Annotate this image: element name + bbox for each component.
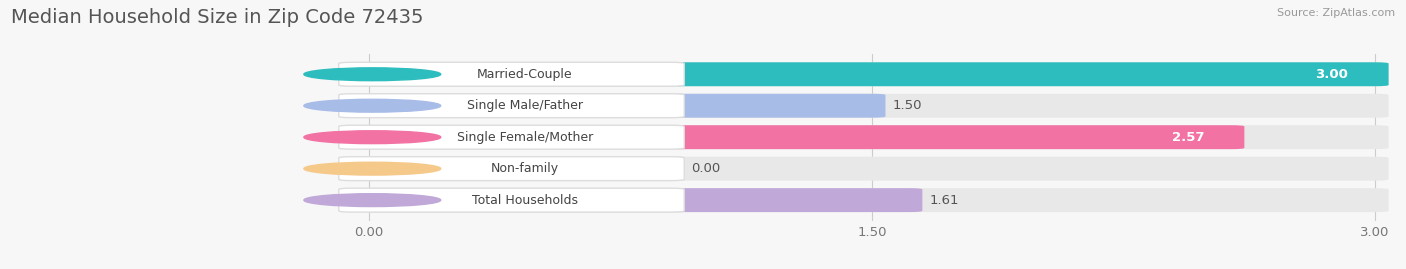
FancyBboxPatch shape (356, 157, 1389, 180)
Circle shape (304, 68, 440, 81)
FancyBboxPatch shape (339, 62, 685, 86)
FancyBboxPatch shape (356, 94, 886, 118)
Text: Total Households: Total Households (472, 194, 578, 207)
Text: Non-family: Non-family (491, 162, 560, 175)
Text: Single Female/Mother: Single Female/Mother (457, 131, 593, 144)
Text: Single Male/Father: Single Male/Father (467, 99, 583, 112)
Circle shape (304, 194, 440, 207)
FancyBboxPatch shape (356, 94, 1389, 118)
Text: 3.00: 3.00 (1316, 68, 1348, 81)
FancyBboxPatch shape (356, 125, 1389, 149)
FancyBboxPatch shape (356, 62, 1389, 86)
Text: 1.50: 1.50 (893, 99, 922, 112)
Text: 0.00: 0.00 (690, 162, 720, 175)
Circle shape (304, 131, 440, 144)
FancyBboxPatch shape (356, 125, 1244, 149)
Text: Source: ZipAtlas.com: Source: ZipAtlas.com (1277, 8, 1395, 18)
Circle shape (304, 99, 440, 112)
Circle shape (304, 162, 440, 175)
Text: 1.61: 1.61 (929, 194, 959, 207)
FancyBboxPatch shape (356, 188, 922, 212)
Text: 2.57: 2.57 (1171, 131, 1204, 144)
Text: Married-Couple: Married-Couple (477, 68, 572, 81)
FancyBboxPatch shape (356, 188, 1389, 212)
FancyBboxPatch shape (339, 94, 685, 118)
Text: Median Household Size in Zip Code 72435: Median Household Size in Zip Code 72435 (11, 8, 423, 27)
FancyBboxPatch shape (339, 157, 685, 180)
FancyBboxPatch shape (356, 62, 1389, 86)
FancyBboxPatch shape (339, 125, 685, 149)
FancyBboxPatch shape (339, 188, 685, 212)
